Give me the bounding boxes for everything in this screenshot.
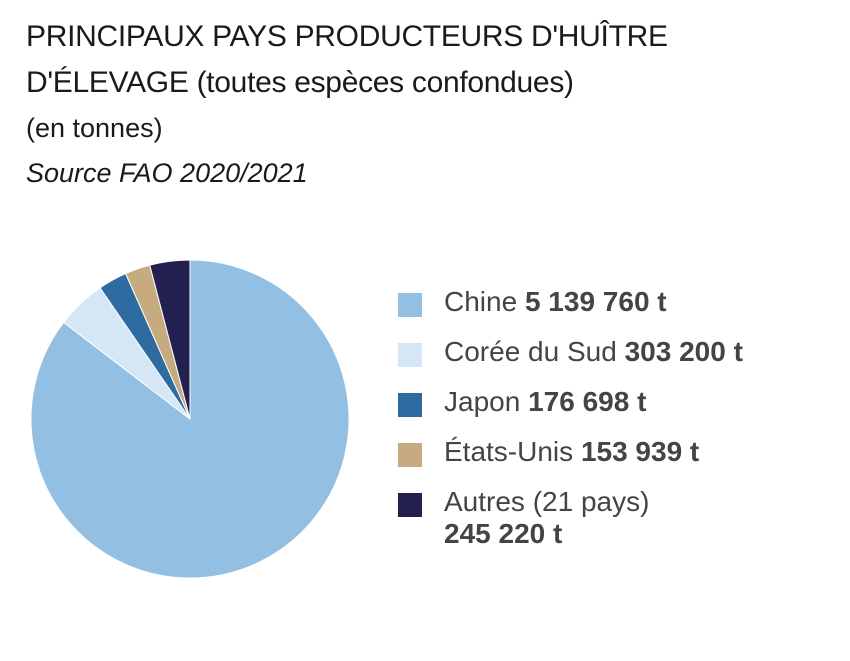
legend-value-autres: 245 220 t (444, 518, 563, 549)
legend-label-chine: Chine (444, 286, 518, 317)
legend-value-japon: 176 698 t (528, 386, 647, 417)
legend-label-coree-du-sud: Corée du Sud (444, 336, 617, 367)
pie-slice-autres-21-pays (149, 259, 191, 420)
chart-unit: (en tonnes) (26, 113, 163, 143)
legend-swatch-japon (398, 393, 422, 417)
legend-value-coree-du-sud: 303 200 t (624, 336, 743, 367)
chart-title-line-2: D'ÉLEVAGE (toutes espèces confondues) (26, 66, 574, 99)
legend-swatch-etats-unis (398, 443, 422, 467)
legend-item-coree-du-sud: Corée du Sud 303 200 t (398, 333, 838, 371)
chart-title-line-1: PRINCIPAUX PAYS PRODUCTEURS D'HUÎTRE (26, 20, 668, 53)
legend-label-japon: Japon (444, 386, 521, 417)
legend-swatch-chine (398, 293, 422, 317)
legend-item-etats-unis: États-Unis 153 939 t (398, 433, 838, 471)
legend-label-etats-unis: États-Unis (444, 436, 574, 467)
legend-swatch-autres (398, 493, 422, 517)
chart-header: PRINCIPAUX PAYS PRODUCTEURS D'HUÎTRE D'É… (26, 14, 826, 196)
legend-item-chine: Chine 5 139 760 t (398, 283, 838, 321)
chart-source: Source FAO 2020/2021 (26, 158, 308, 188)
legend-swatch-coree-du-sud (398, 343, 422, 367)
legend-value-etats-unis: 153 939 t (580, 436, 700, 467)
legend-item-japon: Japon 176 698 t (398, 383, 838, 421)
chart-legend: Chine 5 139 760 t Corée du Sud 303 200 t… (398, 283, 838, 559)
legend-item-autres: Autres (21 pays) 245 220 t (398, 483, 838, 549)
legend-value-chine: 5 139 760 t (524, 286, 667, 317)
pie-chart (30, 259, 350, 579)
legend-label-autres: Autres (21 pays) (444, 486, 650, 517)
